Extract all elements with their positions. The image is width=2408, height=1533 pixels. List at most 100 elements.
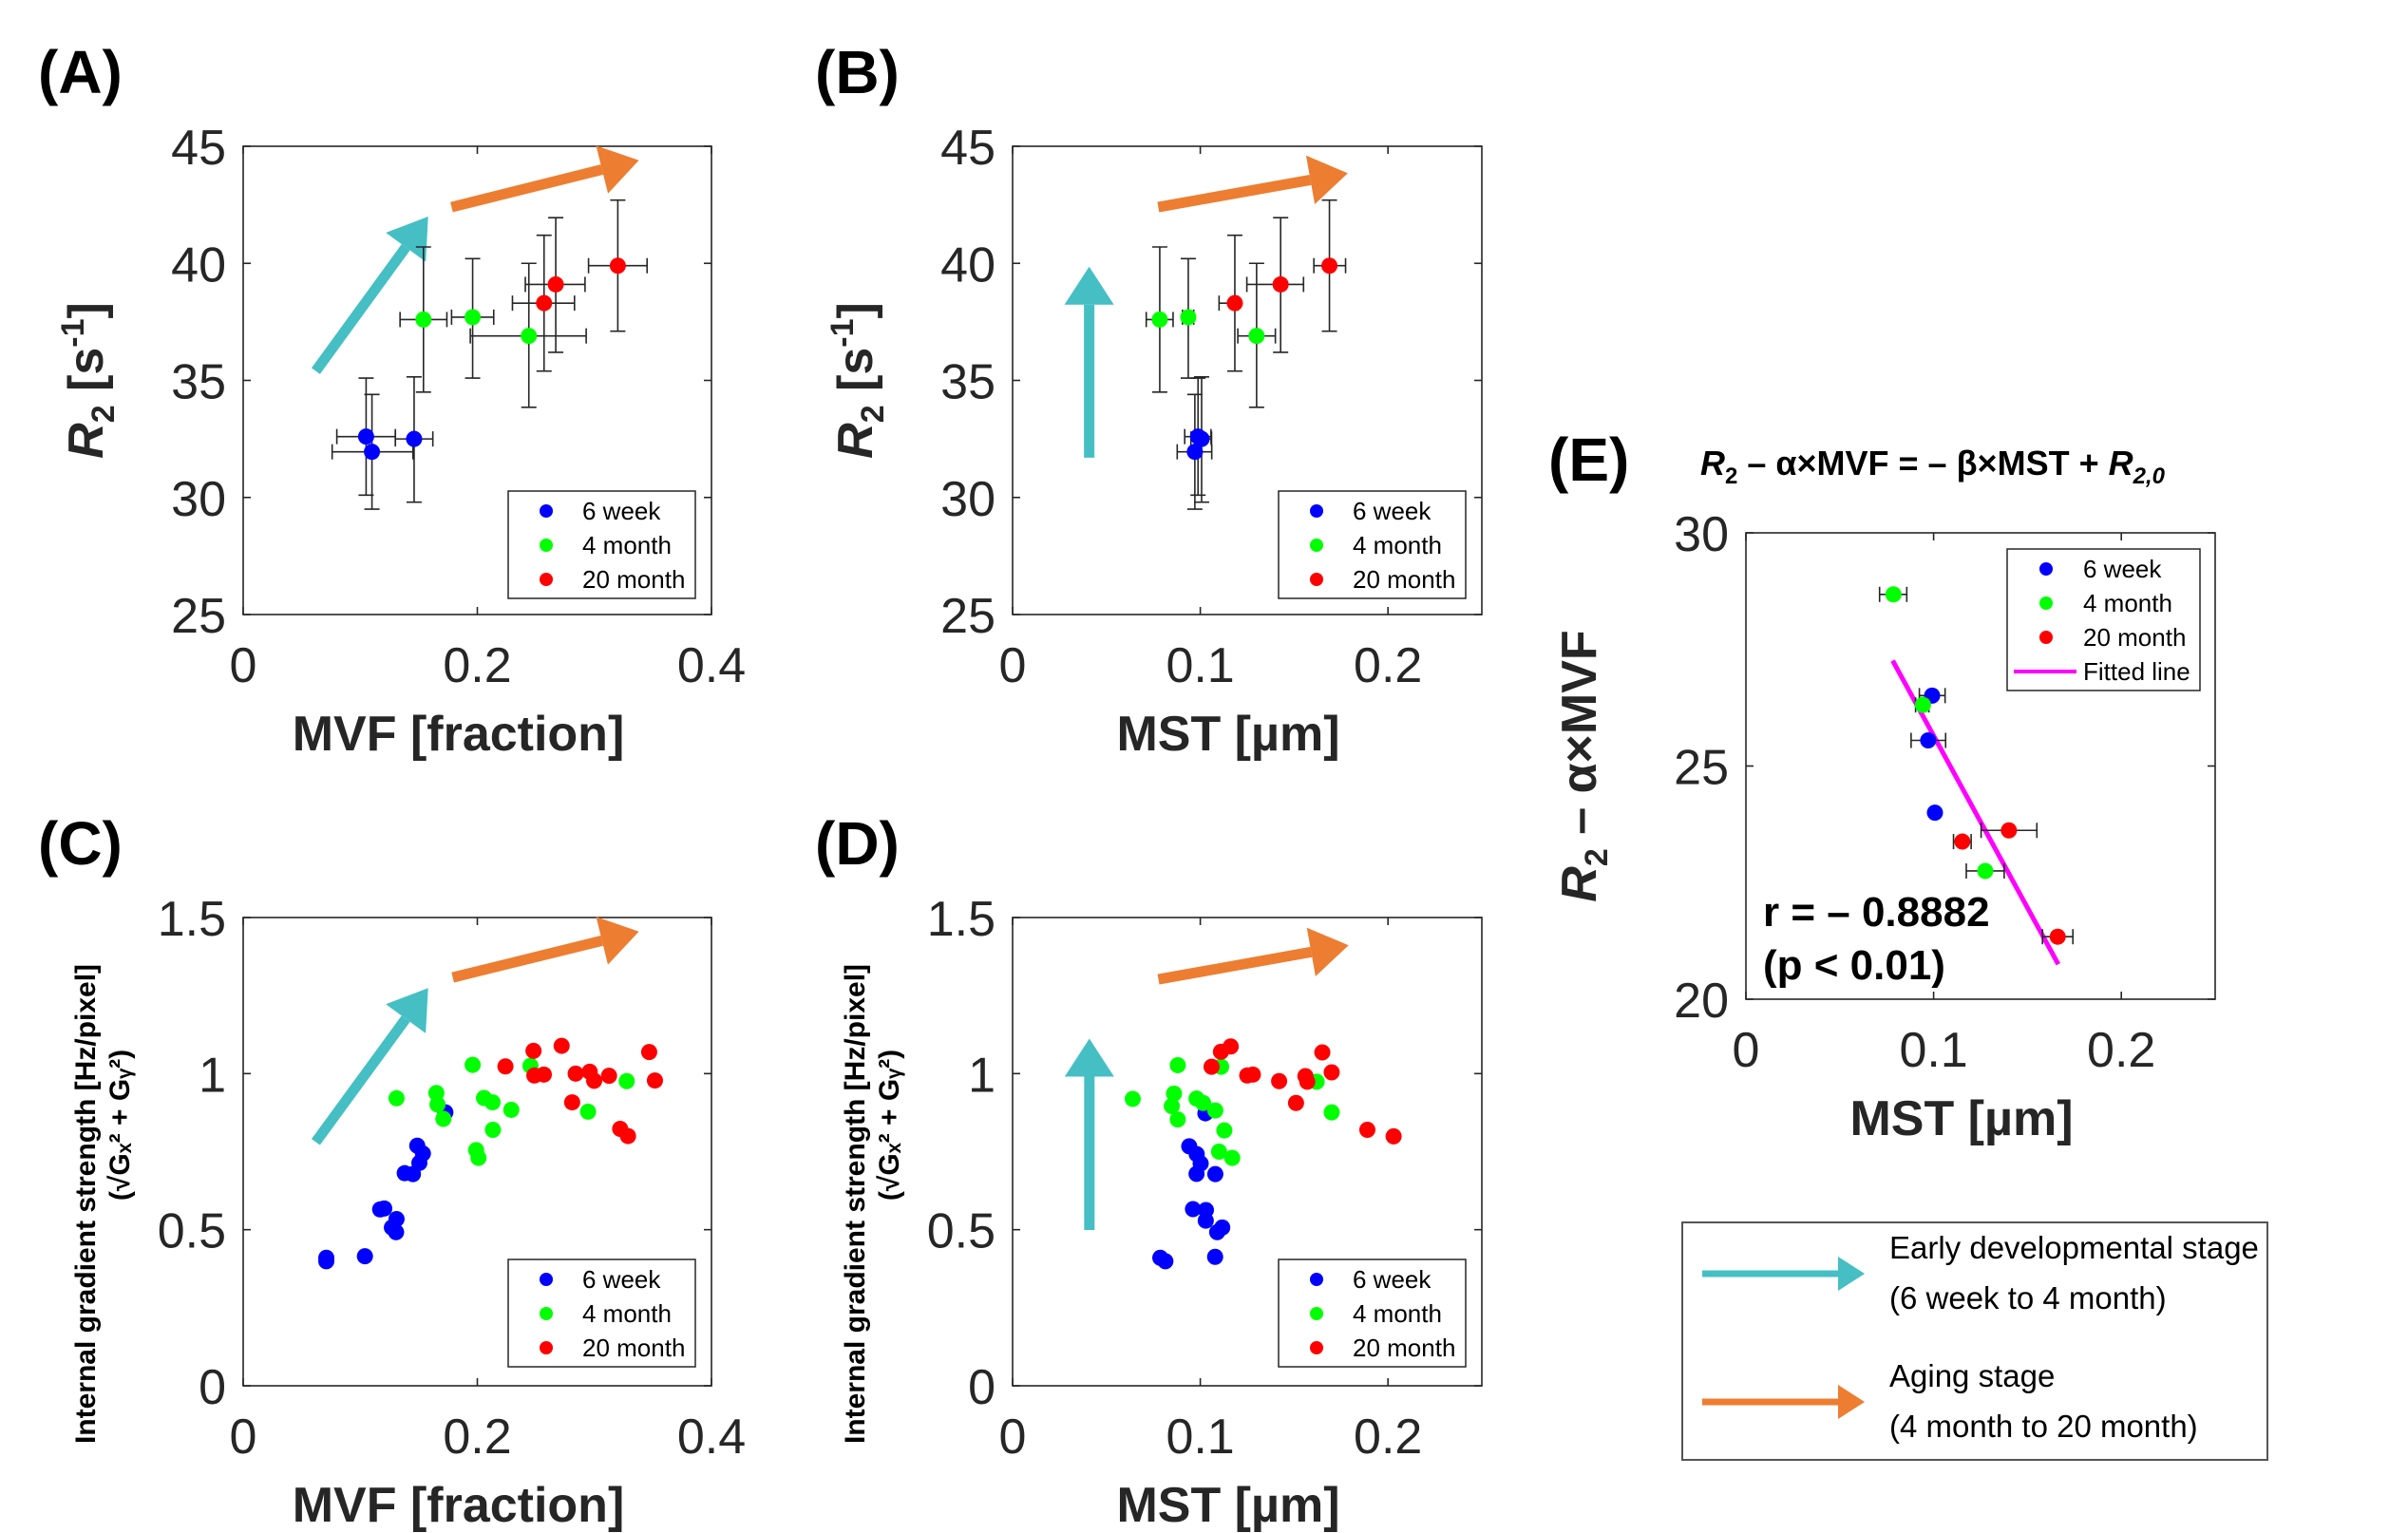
early-stage-arrow-head-icon <box>1064 266 1114 305</box>
y-tick-label: 0.5 <box>158 1204 226 1259</box>
legend: 6 week 4 month 20 month <box>1278 1259 1467 1368</box>
legend-item: 4 month <box>2039 589 2172 617</box>
series-6-week <box>1176 376 1213 510</box>
data-point <box>1208 1223 1225 1240</box>
legend-marker-icon <box>2039 562 2053 576</box>
data-point <box>1157 1253 1174 1270</box>
data-point <box>406 430 423 447</box>
data-point <box>1193 430 1210 447</box>
legend-item: 20 month <box>2039 623 2186 652</box>
legend: 6 week 4 month 20 month Fitted line <box>2006 548 2201 691</box>
legend-box <box>1278 1259 1467 1368</box>
series-20-month <box>1218 199 1347 372</box>
data-point <box>563 1094 580 1111</box>
aging-stage-arrow <box>1157 155 1348 213</box>
stage-legend-item-aging: Aging stage (4 month to 20 month) <box>1702 1358 2198 1444</box>
data-point <box>1186 444 1204 461</box>
x-tick-label: 0.1 <box>1166 638 1234 693</box>
data-point <box>1164 1098 1181 1115</box>
x-axis-label: MST [µm] <box>1849 1091 2073 1146</box>
legend-item: 6 week <box>540 497 661 525</box>
y-tick-label: 1 <box>199 1048 226 1103</box>
legend-item: 6 week <box>1310 1265 1432 1294</box>
y-tick-label: 0 <box>199 1360 226 1415</box>
early-stage-arrow-shaft <box>311 1015 410 1145</box>
x-tick-label: 0.2 <box>1354 638 1422 693</box>
y-tick-label: 25 <box>940 589 995 644</box>
y-axis-label-line1: Internal gradient strength [Hz/pixel] <box>840 964 871 1444</box>
y-tick-label: 35 <box>940 355 995 410</box>
data-point <box>1206 1248 1223 1265</box>
y-tick-label: 0.5 <box>927 1204 995 1259</box>
data-point <box>1223 1038 1240 1055</box>
early-stage-line1: Early developmental stage <box>1889 1230 2259 1265</box>
data-point <box>1203 1058 1220 1075</box>
legend-marker-icon <box>1310 1273 1323 1286</box>
legend-label: 6 week <box>1353 1265 1432 1294</box>
early-stage-arrow <box>1064 266 1114 458</box>
data-point <box>1954 833 1971 850</box>
panel-label: (B) <box>815 38 900 106</box>
data-point <box>567 1065 584 1082</box>
data-point <box>1885 586 1902 603</box>
legend-item: 4 month <box>1310 531 1442 559</box>
early-stage-arrow-shaft <box>311 244 410 374</box>
data-point <box>1210 1144 1227 1160</box>
data-point <box>1323 1064 1340 1081</box>
legend-label: 6 week <box>582 1265 661 1294</box>
data-point <box>1206 1102 1223 1119</box>
legend-label: 20 month <box>1353 565 1455 594</box>
y-tick-label: 40 <box>940 237 995 293</box>
stage-legend-box <box>1681 1221 2268 1461</box>
data-point <box>553 1037 570 1054</box>
data-point <box>2000 822 2018 839</box>
y-tick-label: 20 <box>1674 974 1729 1029</box>
legend-item: Fitted line <box>2014 657 2190 686</box>
correlation-r: r = – 0.8882 <box>1763 889 1990 936</box>
legend-label: 4 month <box>582 531 672 559</box>
data-point <box>618 1072 635 1089</box>
data-point <box>1323 1104 1340 1121</box>
early-stage-arrowhead-icon <box>1838 1257 1865 1291</box>
legend-item: 20 month <box>1310 1334 1455 1362</box>
series-4-month <box>388 1056 635 1166</box>
x-axis-label: MST [µm] <box>1116 1478 1339 1533</box>
y-axis-label-line1: Internal gradient strength [Hz/pixel] <box>70 964 102 1444</box>
y-tick-label: 30 <box>940 472 995 527</box>
data-point <box>429 1096 446 1113</box>
data-point <box>1248 328 1265 345</box>
x-tick-label: 0.2 <box>1354 1410 1422 1465</box>
data-point <box>1169 1111 1186 1128</box>
legend-marker-icon <box>540 504 553 518</box>
x-axis-label: MVF [fraction] <box>293 1478 625 1533</box>
x-tick-label: 0 <box>1733 1023 1760 1078</box>
aging-stage-arrow-shaft <box>1157 946 1313 985</box>
stage-legend-item-early: Early developmental stage (6 week to 4 m… <box>1702 1230 2259 1315</box>
aging-stage-arrow <box>450 145 639 213</box>
y-tick-label: 0 <box>968 1360 995 1415</box>
data-point <box>525 1042 542 1059</box>
series-4-month <box>1145 246 1277 408</box>
y-axis-label: R2 [s-1] <box>825 302 891 459</box>
data-point <box>1223 1149 1241 1166</box>
data-point <box>1197 1212 1214 1229</box>
y-tick-label: 45 <box>940 121 995 176</box>
aging-stage-line1: Aging stage <box>1889 1358 2055 1393</box>
x-tick-label: 0.4 <box>677 1410 746 1465</box>
legend-item: 4 month <box>540 531 672 559</box>
series-20-month <box>511 199 649 372</box>
series-20-month <box>1952 822 2075 945</box>
aging-stage-arrow-head-icon <box>1306 927 1349 976</box>
aging-stage-line2: (4 month to 20 month) <box>1889 1409 2198 1444</box>
legend-item: 20 month <box>540 565 685 594</box>
legend-marker-icon <box>1310 1307 1323 1320</box>
legend-item: 20 month <box>1310 565 1455 594</box>
data-point <box>1180 309 1197 326</box>
data-point <box>1226 294 1243 312</box>
data-point <box>1188 1165 1205 1183</box>
series-20-month <box>1203 1038 1402 1145</box>
data-point <box>1185 1201 1202 1218</box>
data-point <box>547 275 564 293</box>
panel-title-formula: R2 – α×MVF = – β×MST + R2,0 <box>1700 444 2166 489</box>
data-point <box>600 1068 617 1085</box>
